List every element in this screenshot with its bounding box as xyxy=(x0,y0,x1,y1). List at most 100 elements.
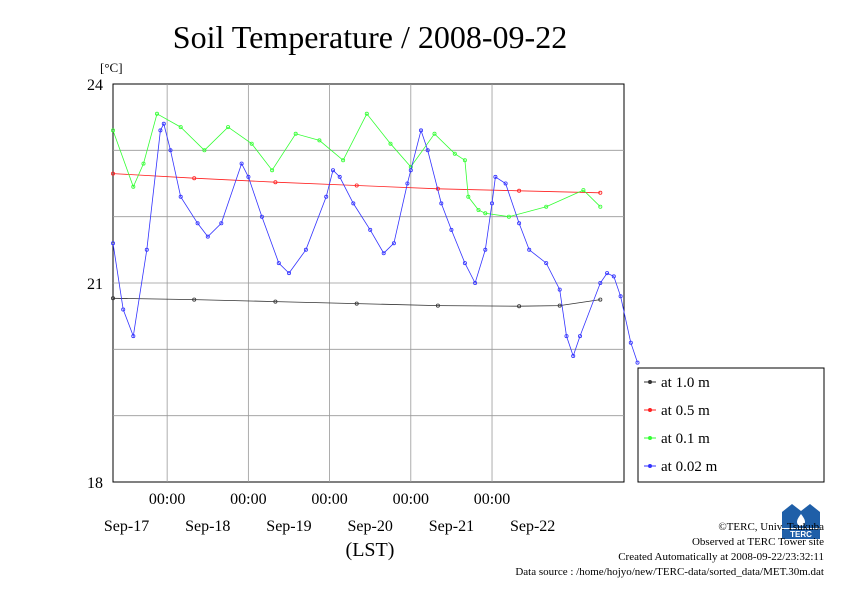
data-point xyxy=(293,131,298,136)
data-point xyxy=(111,171,116,176)
data-point xyxy=(131,184,136,189)
data-point xyxy=(611,274,616,279)
observed-text: Observed at TERC Tower site xyxy=(691,536,824,548)
data-point xyxy=(635,360,640,365)
data-point xyxy=(273,299,278,304)
data-point xyxy=(337,174,342,179)
data-point xyxy=(405,181,410,186)
data-point xyxy=(192,176,197,181)
data-point xyxy=(564,334,569,339)
data-point xyxy=(141,161,146,166)
data-point xyxy=(270,168,275,173)
x-axis-label: (LST) xyxy=(346,539,395,561)
data-point xyxy=(330,168,335,173)
data-point xyxy=(354,301,359,306)
data-point xyxy=(317,138,322,143)
x-day-label: Sep-17 xyxy=(104,518,149,535)
data-point xyxy=(544,204,549,209)
data-point xyxy=(144,247,149,252)
data-point xyxy=(219,221,224,226)
data-point xyxy=(544,261,549,266)
series-line xyxy=(112,173,601,194)
created-text: Created Automatically at 2008-09-22/23:3… xyxy=(618,551,824,563)
x-tick-label: 00:00 xyxy=(230,491,266,508)
data-point xyxy=(131,334,136,339)
data-point xyxy=(246,174,251,179)
x-day-label: Sep-21 xyxy=(429,518,474,535)
x-day-label: Sep-19 xyxy=(266,518,311,535)
legend-marker xyxy=(648,408,652,412)
grid-lines xyxy=(113,84,624,482)
data-point xyxy=(158,128,163,133)
data-point xyxy=(408,168,413,173)
data-point xyxy=(439,201,444,206)
legend-label: at 0.5 m xyxy=(661,403,710,419)
data-point xyxy=(483,211,488,216)
legend-marker xyxy=(648,464,652,468)
x-day-label: Sep-22 xyxy=(510,518,555,535)
data-point xyxy=(517,304,522,309)
data-point xyxy=(628,340,633,345)
data-point xyxy=(598,280,603,285)
credits: ©TERC, Univ. Tsukuba Observed at TERC To… xyxy=(515,520,824,580)
data-point xyxy=(517,221,522,226)
series-layer xyxy=(111,111,640,365)
data-point xyxy=(476,207,481,212)
y-tick-label: 24 xyxy=(87,77,103,94)
data-point xyxy=(449,227,454,232)
data-point xyxy=(462,261,467,266)
data-point xyxy=(618,294,623,299)
copyright-text: ©TERC, Univ. Tsukuba xyxy=(718,521,824,533)
data-point xyxy=(517,188,522,193)
data-point xyxy=(578,334,583,339)
data-point xyxy=(121,307,126,312)
legend-marker xyxy=(648,436,652,440)
data-point xyxy=(111,296,116,301)
data-point xyxy=(249,141,254,146)
data-point xyxy=(473,280,478,285)
data-point xyxy=(388,141,393,146)
data-point xyxy=(418,128,423,133)
x-tick-label: 00:00 xyxy=(149,491,185,508)
data-point xyxy=(368,227,373,232)
legend-label: at 0.02 m xyxy=(661,459,718,475)
data-point xyxy=(432,131,437,136)
data-point xyxy=(341,158,346,163)
legend-marker xyxy=(648,380,652,384)
data-point xyxy=(354,183,359,188)
terc-logo: TERC xyxy=(780,502,822,540)
chart-title: Soil Temperature / 2008-09-22 xyxy=(173,19,567,55)
y-axis-label: [°C] xyxy=(100,60,123,75)
data-point xyxy=(425,148,430,153)
data-point xyxy=(391,241,396,246)
data-point xyxy=(598,204,603,209)
data-point xyxy=(435,303,440,308)
y-tick-label: 21 xyxy=(87,276,103,293)
data-point xyxy=(466,194,471,199)
data-point xyxy=(557,303,562,308)
data-point xyxy=(168,148,173,153)
series-0 xyxy=(111,296,603,309)
data-source-text: Data source : /home/hojyo/new/TERC-data/… xyxy=(515,566,824,578)
data-point xyxy=(598,297,603,302)
x-tick-label: 00:00 xyxy=(393,491,429,508)
data-point xyxy=(111,128,116,133)
legend-box xyxy=(637,367,825,483)
data-point xyxy=(259,214,264,219)
data-point xyxy=(483,247,488,252)
legend-label: at 0.1 m xyxy=(661,431,710,447)
series-line xyxy=(112,113,601,218)
terc-logo-text: TERC xyxy=(790,530,812,539)
series-2 xyxy=(111,111,603,219)
x-tick-label: 00:00 xyxy=(311,491,347,508)
data-point xyxy=(178,125,183,130)
data-point xyxy=(364,111,369,116)
data-point xyxy=(111,241,116,246)
data-point xyxy=(303,247,308,252)
data-point xyxy=(324,194,329,199)
series-3 xyxy=(111,121,640,365)
data-point xyxy=(506,214,511,219)
series-line xyxy=(112,122,638,363)
